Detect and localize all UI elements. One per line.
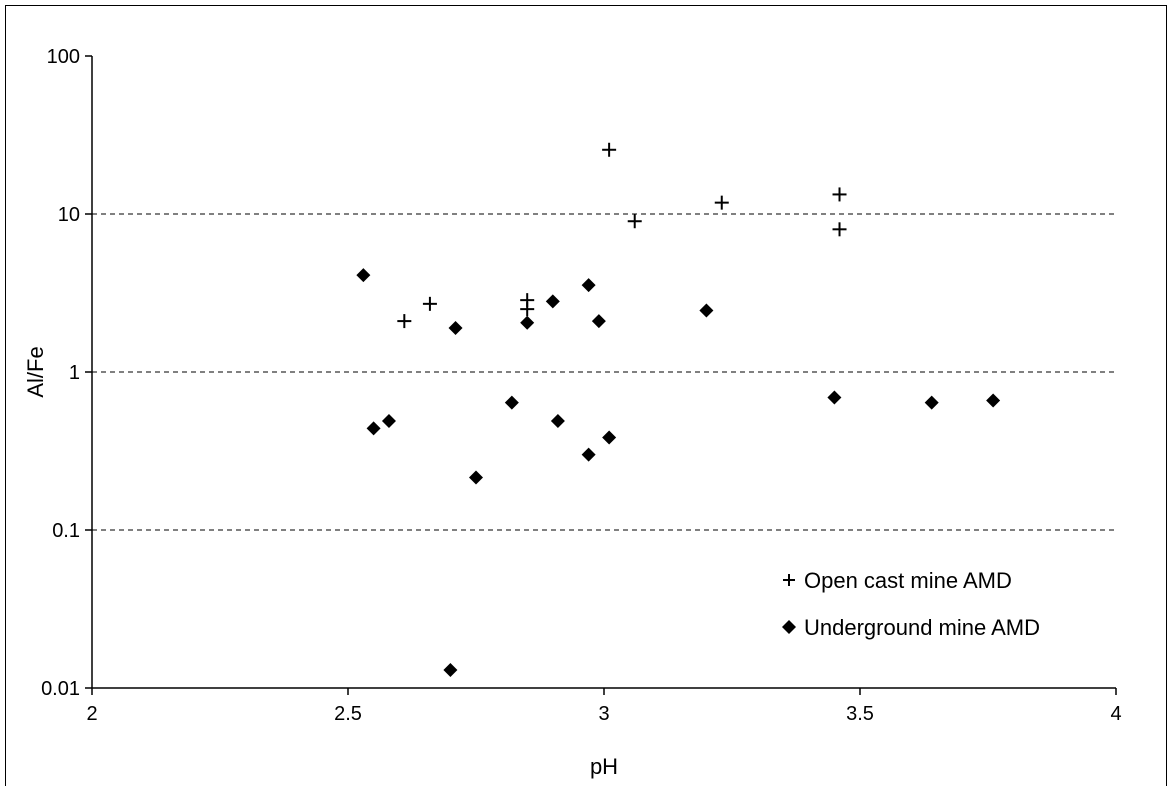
open-cast-point: [832, 187, 847, 202]
open-cast-point: [832, 222, 847, 237]
chart-frame: [5, 5, 1167, 786]
x-tick-label: 4: [1110, 703, 1121, 725]
underground-point: [545, 294, 560, 309]
legend-label-open-cast: Open cast mine AMD: [804, 568, 1012, 593]
y-tick-label: 0.1: [52, 520, 80, 542]
open-cast-point: [397, 314, 412, 329]
legend-item-open-cast: Open cast mine AMD: [783, 568, 1012, 593]
x-tick-label: 2.5: [334, 703, 362, 725]
underground-point: [986, 393, 1001, 408]
underground-point: [602, 430, 617, 445]
underground-point: [581, 278, 596, 293]
underground-point: [443, 662, 458, 677]
legend-plus-marker: [783, 574, 795, 586]
x-tick-label: 3.5: [846, 703, 874, 725]
underground-point: [591, 314, 606, 329]
y-tick-label: 0.01: [41, 678, 80, 700]
legend-label-underground: Underground mine AMD: [804, 615, 1040, 640]
open-cast-point: [714, 195, 729, 210]
legend-diamond-marker: [782, 620, 796, 634]
underground-point: [356, 268, 371, 283]
underground-point: [381, 413, 396, 428]
x-axis-title: pH: [590, 754, 618, 779]
open-cast-point: [602, 142, 617, 157]
underground-point: [924, 395, 939, 410]
y-tick-label: 100: [47, 46, 80, 68]
underground-point: [550, 413, 565, 428]
x-ticks: 2 2.5 3 3.5 4: [86, 688, 1122, 725]
y-ticks: 0.01 0.1 1 10 100: [41, 46, 92, 700]
y-tick-label: 1: [69, 362, 80, 384]
y-axis-title: Al/Fe: [23, 346, 48, 397]
underground-point: [827, 390, 842, 405]
legend-item-underground: Underground mine AMD: [782, 615, 1040, 640]
underground-point: [469, 470, 483, 485]
open-cast-point: [422, 296, 437, 311]
legend: Open cast mine AMD Underground mine AMD: [782, 568, 1040, 640]
underground-point: [699, 303, 714, 318]
x-tick-label: 2: [86, 703, 97, 725]
data-points: [356, 142, 1001, 677]
underground-point: [366, 421, 381, 436]
underground-point: [448, 320, 463, 335]
open-cast-point: [627, 214, 642, 229]
underground-point: [581, 447, 596, 462]
open-cast-point: [520, 302, 535, 317]
y-tick-label: 10: [58, 204, 80, 226]
x-tick-label: 3: [598, 703, 609, 725]
underground-point: [520, 315, 535, 330]
underground-point: [504, 395, 519, 410]
grid-lines: [92, 213, 1116, 531]
